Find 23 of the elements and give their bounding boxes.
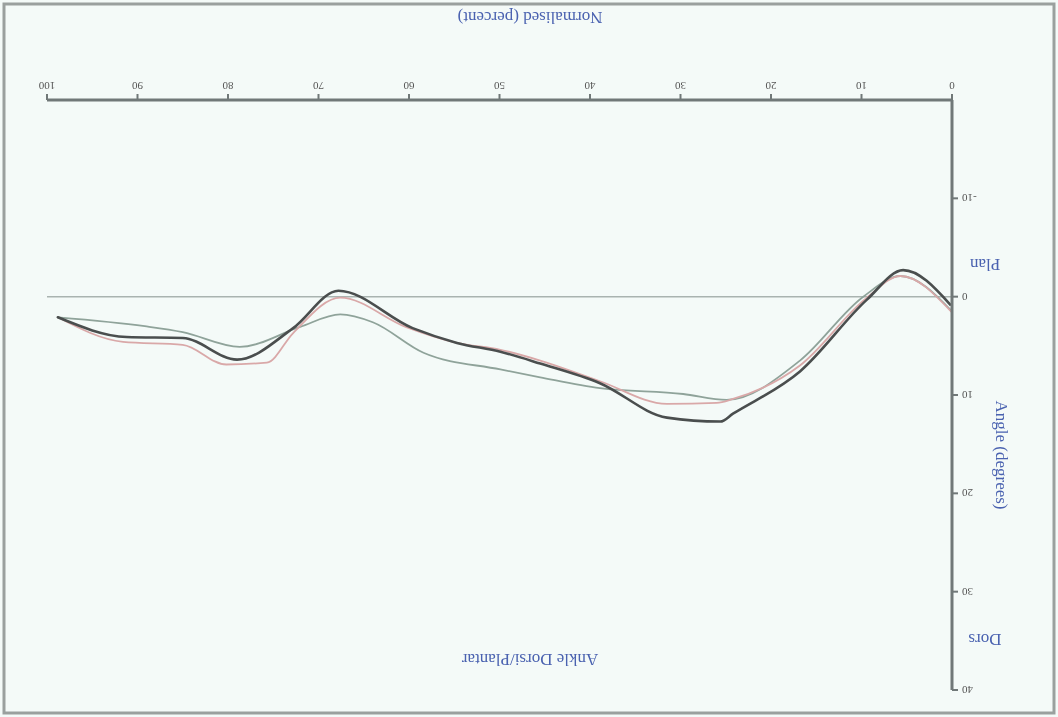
x-tick-label: 10: [855, 80, 867, 92]
y-tick-label: 40: [961, 684, 973, 696]
x-tick-label: 100: [38, 80, 56, 92]
y-tick-label: -10: [961, 192, 977, 205]
x-axis-title: Normalised (percent): [457, 8, 603, 27]
x-tick-label: 20: [765, 80, 777, 92]
x-tick-label: 50: [493, 80, 505, 92]
text: Ankle Dorsi/Plantar: [461, 650, 599, 669]
x-tick-label: 30: [674, 80, 686, 92]
x-tick-label: 80: [222, 80, 234, 92]
x-tick-label: 90: [131, 80, 143, 92]
y-tick-label: 20: [961, 487, 973, 500]
text: Dors: [968, 630, 1002, 649]
y-tick-label: 0: [961, 290, 968, 303]
x-tick-label: 60: [403, 80, 415, 92]
x-tick-label: 70: [312, 80, 324, 92]
text: Plan: [969, 255, 1001, 274]
y-axis-title: Angle (degrees): [992, 400, 1011, 510]
x-tick-label: 40: [584, 80, 596, 92]
y-tick-label: 30: [961, 585, 973, 598]
y-tick-label: 10: [961, 389, 973, 401]
x-tick-label: 0: [948, 80, 955, 92]
line-series: [56, 268, 952, 423]
